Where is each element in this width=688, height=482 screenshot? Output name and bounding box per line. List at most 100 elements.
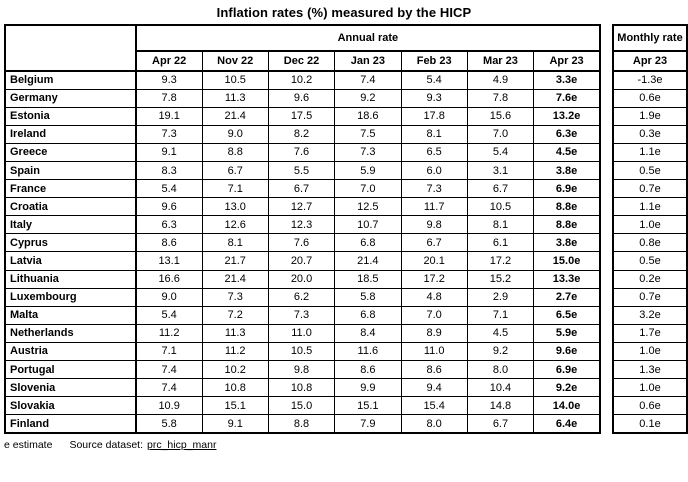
country-cell: Lithuania xyxy=(4,269,137,289)
annual-value-cell: 3.3e xyxy=(533,70,601,90)
country-cell: Slovenia xyxy=(4,378,137,398)
monthly-table-row: 1.9e xyxy=(612,106,688,126)
annual-value-cell: 5.5 xyxy=(267,160,336,181)
annual-value-cell: 20.0 xyxy=(267,269,336,289)
monthly-table-row: 0.7e xyxy=(612,287,688,307)
monthly-table-row: 0.5e xyxy=(612,251,688,271)
annual-value-cell: 17.8 xyxy=(400,106,468,126)
month-header-row: Apr 22 Nov 22 Dec 22 Jan 23 Feb 23 Mar 23 Apr … xyxy=(5,50,601,72)
country-cell: Luxembourg xyxy=(4,287,137,307)
annual-value-cell: 9.6 xyxy=(267,88,336,108)
annual-value-cell: 8.1 xyxy=(400,124,468,144)
annual-value-cell: 6.7 xyxy=(267,179,336,199)
annual-value-cell: 6.9e xyxy=(533,179,601,199)
monthly-value-cell: 1.3e xyxy=(612,359,688,380)
annual-value-cell: 8.8 xyxy=(267,414,336,434)
country-cell: Malta xyxy=(4,305,137,325)
country-cell: Greece xyxy=(4,142,137,162)
annual-value-cell: 9.8 xyxy=(400,215,468,235)
annual-value-cell: 6.7 xyxy=(466,179,535,199)
annual-value-cell: 7.4 xyxy=(134,359,203,380)
monthly-table-row: -1.3e xyxy=(612,70,688,90)
estimate-note: e estimate xyxy=(4,438,53,451)
annual-value-cell: 5.4 xyxy=(400,70,468,90)
annual-value-cell: 6.3e xyxy=(533,124,601,144)
annual-value-cell: 15.6 xyxy=(466,106,535,126)
monthly-rate-table: Monthly rate Apr 23 -1.3e 0.6e 1.9e 0.3e 1.1… xyxy=(612,24,688,434)
footnote: e estimate Source dataset: prc_hicp_manr xyxy=(4,439,688,451)
monthly-table-row: 0.5e xyxy=(612,160,688,181)
annual-value-cell: 7.1 xyxy=(134,341,203,362)
table-row: Finland 5.8 9.1 8.8 7.9 8.0 6.7 6.4e xyxy=(4,414,601,434)
monthly-value-cell: 0.6e xyxy=(612,396,688,416)
annual-value-cell: 7.1 xyxy=(201,179,269,199)
annual-value-cell: 5.4 xyxy=(134,179,203,199)
annual-value-cell: 18.5 xyxy=(334,269,402,289)
month-header: Nov 22 xyxy=(201,50,269,72)
source-dataset-link[interactable]: prc_hicp_manr xyxy=(147,438,217,451)
annual-value-cell: 8.8e xyxy=(533,197,601,217)
country-cell: Ireland xyxy=(4,124,137,144)
tables-container: Annual rate Apr 22 Nov 22 Dec 22 Jan 23 Feb … xyxy=(4,24,688,434)
annual-value-cell: 7.4 xyxy=(334,70,402,90)
country-cell: Spain xyxy=(4,160,137,181)
annual-value-cell: 4.5 xyxy=(466,323,535,343)
annual-value-cell: 17.2 xyxy=(466,251,535,271)
annual-value-cell: 8.9 xyxy=(400,323,468,343)
annual-value-cell: 7.5 xyxy=(334,124,402,144)
annual-value-cell: 6.7 xyxy=(201,160,269,181)
table-row: Netherlands 11.2 11.3 11.0 8.4 8.9 4.5 5.9e xyxy=(4,323,601,343)
month-header: Apr 23 xyxy=(533,50,601,72)
annual-value-cell: 17.5 xyxy=(267,106,336,126)
annual-value-cell: 5.9e xyxy=(533,323,601,343)
monthly-table-row: 3.2e xyxy=(612,305,688,325)
annual-value-cell: 8.4 xyxy=(334,323,402,343)
annual-value-cell: 7.6 xyxy=(267,142,336,162)
annual-value-cell: 9.8 xyxy=(267,359,336,380)
annual-value-cell: 7.0 xyxy=(334,179,402,199)
page-title: Inflation rates (%) measured by the HICP xyxy=(216,5,472,20)
monthly-value-cell: 0.7e xyxy=(612,287,688,307)
table-row: Portugal 7.4 10.2 9.8 8.6 8.6 8.0 6.9e xyxy=(4,359,601,380)
annual-value-cell: 11.2 xyxy=(134,323,203,343)
annual-value-cell: 21.4 xyxy=(201,106,269,126)
annual-value-cell: 6.1 xyxy=(466,233,535,253)
month-header: Dec 22 xyxy=(267,50,336,72)
country-cell: Austria xyxy=(4,341,137,362)
annual-value-cell: 20.1 xyxy=(400,251,468,271)
table-row: Luxembourg 9.0 7.3 6.2 5.8 4.8 2.9 2.7e xyxy=(4,287,601,307)
table-row: Estonia 19.1 21.4 17.5 18.6 17.8 15.6 13.2e xyxy=(4,106,601,126)
monthly-value-cell: -1.3e xyxy=(612,70,688,90)
monthly-value-cell: 0.8e xyxy=(612,233,688,253)
annual-value-cell: 10.2 xyxy=(201,359,269,380)
annual-value-cell: 9.6e xyxy=(533,341,601,362)
country-cell: Portugal xyxy=(4,359,137,380)
country-cell: Italy xyxy=(4,215,137,235)
annual-value-cell: 6.5 xyxy=(400,142,468,162)
annual-value-cell: 8.1 xyxy=(466,215,535,235)
annual-value-cell: 9.2e xyxy=(533,378,601,398)
annual-value-cell: 11.2 xyxy=(201,341,269,362)
monthly-month-header: Apr 23 xyxy=(612,50,688,72)
annual-value-cell: 3.1 xyxy=(466,160,535,181)
annual-value-cell: 7.3 xyxy=(334,142,402,162)
annual-value-cell: 7.2 xyxy=(201,305,269,325)
monthly-table-row: 0.1e xyxy=(612,414,688,434)
annual-value-cell: 6.2 xyxy=(267,287,336,307)
country-cell: Cyprus xyxy=(4,233,137,253)
monthly-value-cell: 1.9e xyxy=(612,106,688,126)
table-row: Austria 7.1 11.2 10.5 11.6 11.0 9.2 9.6e xyxy=(4,341,601,362)
monthly-table-row: 1.0e xyxy=(612,215,688,235)
annual-value-cell: 5.9 xyxy=(334,160,402,181)
monthly-value-cell: 1.1e xyxy=(612,197,688,217)
annual-value-cell: 21.4 xyxy=(201,269,269,289)
annual-value-cell: 5.8 xyxy=(134,414,203,434)
country-cell: Latvia xyxy=(4,251,137,271)
monthly-table-row: 0.6e xyxy=(612,88,688,108)
country-cell: Croatia xyxy=(4,197,137,217)
annual-value-cell: 20.7 xyxy=(267,251,336,271)
annual-value-cell: 6.9e xyxy=(533,359,601,380)
annual-value-cell: 9.3 xyxy=(400,88,468,108)
annual-value-cell: 14.8 xyxy=(466,396,535,416)
annual-value-cell: 3.8e xyxy=(533,160,601,181)
